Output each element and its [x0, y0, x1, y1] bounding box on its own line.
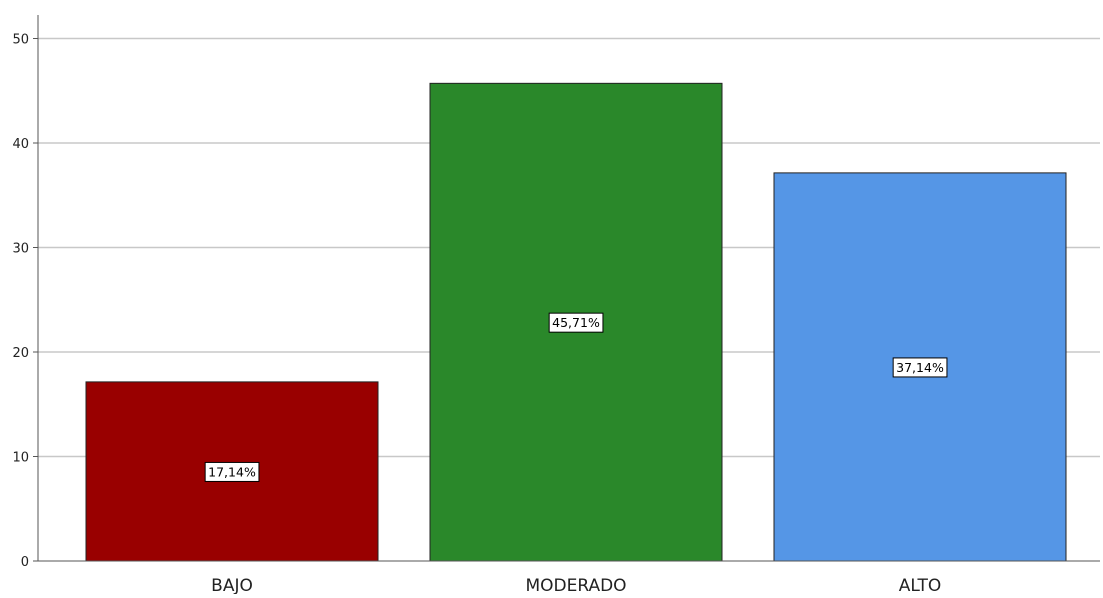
- y-tick-label: 0: [21, 555, 29, 570]
- data-label-box-moderado: [548, 312, 604, 333]
- data-label-alto: 37,14%: [896, 360, 944, 375]
- x-tick-label-moderado: MODERADO: [525, 576, 626, 594]
- y-tick-label: 40: [12, 137, 29, 152]
- data-label-bajo: 17,14%: [208, 464, 256, 479]
- x-tick-label-alto: ALTO: [899, 576, 942, 594]
- data-label-box-alto: [892, 357, 948, 378]
- data-label-moderado: 45,71%: [552, 315, 600, 330]
- y-tick-label: 30: [12, 242, 29, 257]
- data-label-box-bajo: [204, 461, 260, 482]
- y-tick-label: 50: [12, 33, 29, 48]
- x-tick-label-bajo: BAJO: [211, 576, 253, 594]
- y-tick-label: 20: [12, 346, 29, 361]
- y-tick-label: 10: [12, 451, 29, 466]
